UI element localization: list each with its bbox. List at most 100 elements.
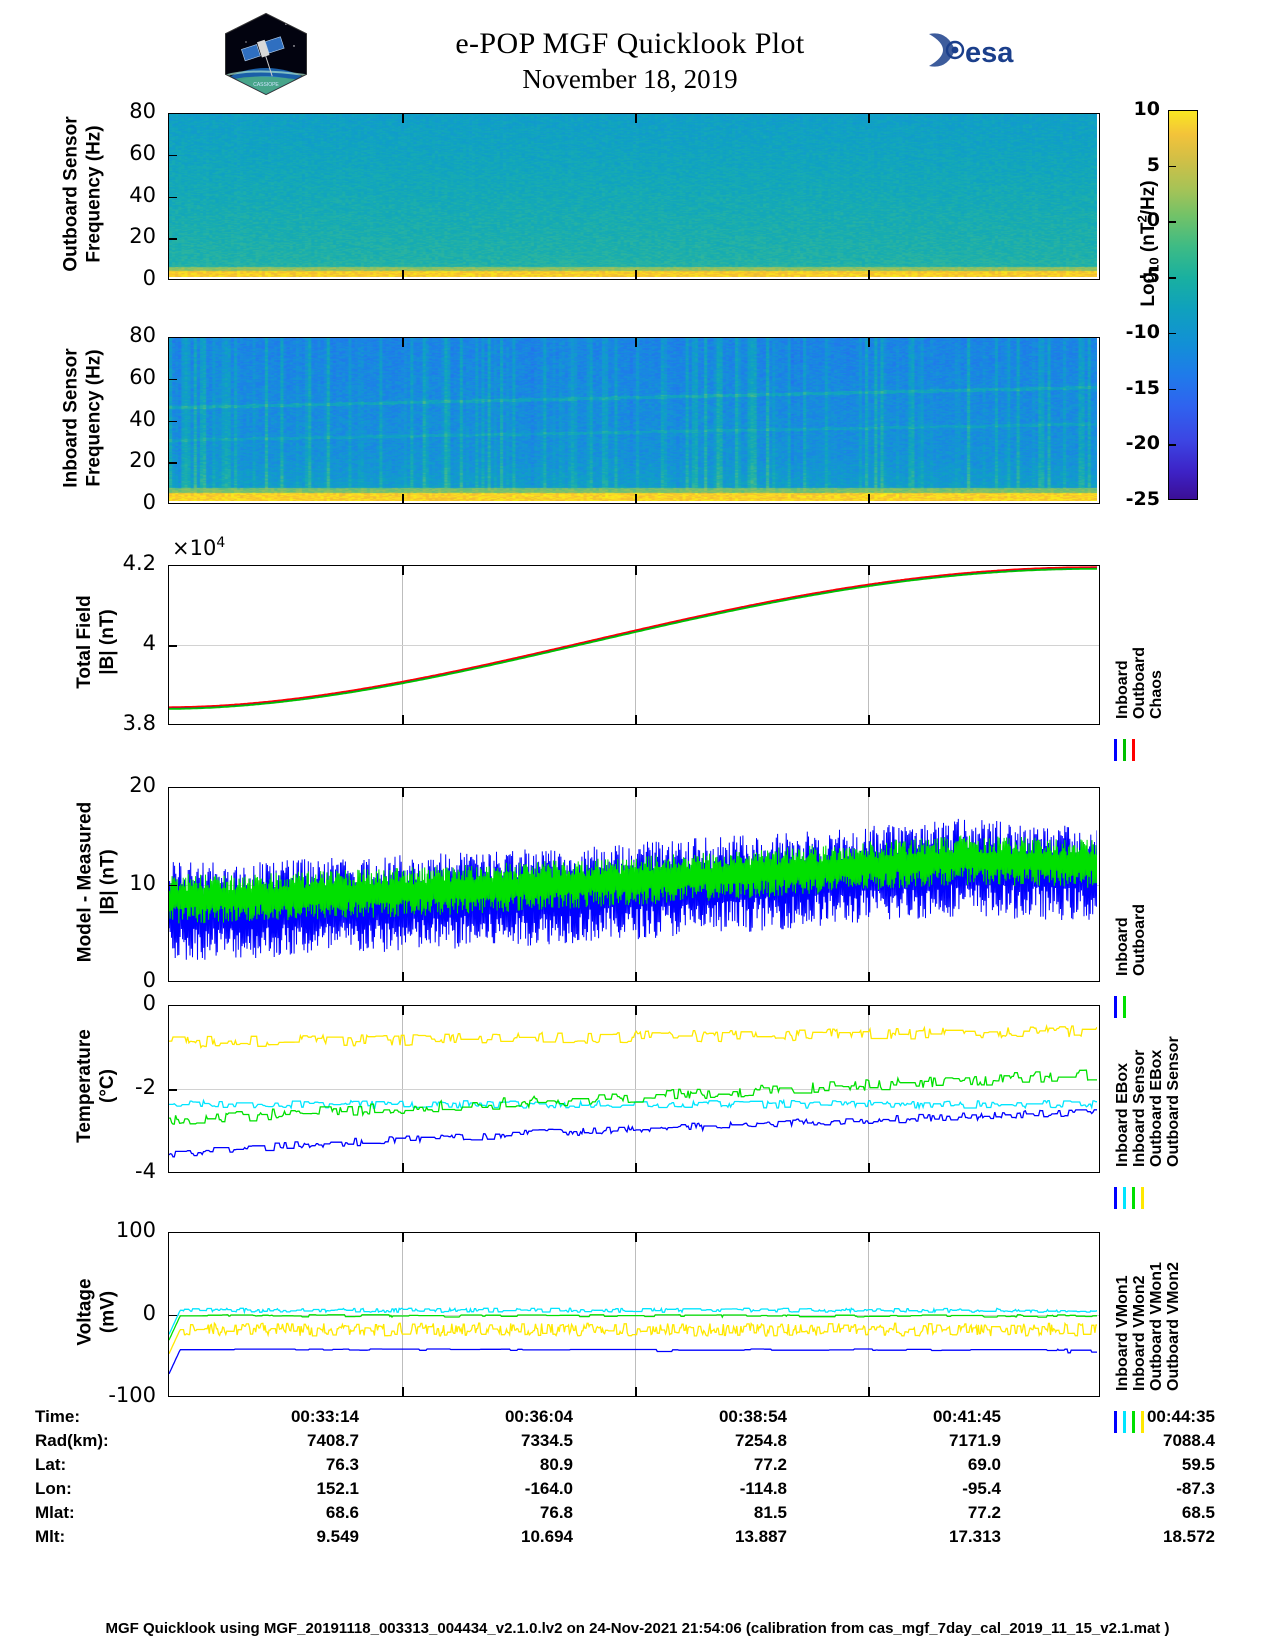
legend-swatch	[1114, 996, 1117, 1018]
colorbar-tick-mark	[1168, 221, 1176, 223]
x-tick-mark	[868, 494, 870, 503]
table-row-label: Lat:	[35, 1455, 67, 1474]
y-tick-label: 0	[142, 1300, 156, 1325]
x-tick-mark	[635, 1006, 637, 1015]
colorbar-tick-label: 0	[1146, 209, 1160, 232]
x-tick-mark	[868, 1163, 870, 1172]
x-tick-mark	[402, 1163, 404, 1172]
y-tick-label: 80	[129, 99, 156, 123]
voltage-traces	[169, 1306, 1097, 1375]
plot-outboard-spectrogram	[168, 113, 1100, 280]
table-cell: 68.5	[1181, 1503, 1215, 1522]
y-tick-mark	[168, 884, 177, 887]
svg-text:esa: esa	[965, 37, 1014, 69]
title-block: e-POP MGF Quicklook Plot November 18, 20…	[330, 26, 930, 96]
table-row: Lon: 152.1 -164.0 -114.8 -95.4 -87.3	[35, 1477, 1215, 1501]
y-tick-label: 20	[129, 448, 156, 473]
y-tick-label: 20	[129, 773, 156, 797]
colorbar-tick-label: -15	[1125, 376, 1160, 399]
table-cell: -87.3	[1176, 1479, 1215, 1498]
legend-label: Outboard VMon1	[1148, 1262, 1165, 1391]
legend-swatches	[1114, 1411, 1144, 1433]
colorbar	[1168, 110, 1198, 500]
colorbar-tick-label: 10	[1133, 98, 1160, 120]
data-series-line	[169, 1314, 1097, 1341]
colorbar-tick-mark	[1168, 277, 1176, 279]
table-cell: 00:33:14	[290, 1407, 359, 1426]
data-series-line	[169, 1023, 1097, 1049]
table-row: Time: 00:33:14 00:36:04 00:38:54 00:41:45 00:…	[35, 1405, 1215, 1429]
y-tick-label: 80	[129, 323, 156, 347]
colorbar-tick-label: -20	[1125, 432, 1160, 455]
y-tick-label: 0	[142, 490, 156, 514]
data-series-line	[169, 1321, 1097, 1355]
legend-swatch	[1114, 1411, 1117, 1433]
x-tick-mark	[635, 788, 637, 797]
inboard-spectrogram-canvas	[169, 338, 1097, 501]
data-series-line	[169, 566, 1097, 708]
legend-swatch	[1123, 1187, 1126, 1209]
y-gridline	[169, 1089, 1099, 1090]
x-tick-mark	[868, 1233, 870, 1242]
table-cell: 77.2	[967, 1503, 1001, 1522]
legend-label: Chaos	[1148, 670, 1165, 719]
x-tick-mark	[402, 1233, 404, 1242]
data-series-line	[169, 1069, 1097, 1125]
x-tick-mark	[635, 1387, 637, 1396]
legend-label: Outboard EBox	[1148, 1049, 1165, 1167]
y-axis-label: Total Field |B| (nT)	[74, 595, 118, 689]
colorbar-tick-label: -5	[1138, 265, 1160, 288]
x-tick-mark	[402, 715, 404, 724]
plot-model-minus-measured	[168, 787, 1100, 982]
x-tick-mark	[402, 494, 404, 503]
y-tick-label: -100	[108, 1383, 156, 1407]
y-tick-mark	[168, 462, 177, 464]
x-tick-mark	[402, 1006, 404, 1015]
table-row: Lat: 76.3 80.9 77.2 69.0 59.5	[35, 1453, 1215, 1477]
table-cell: 76.8	[539, 1503, 573, 1522]
svg-text:CASSIOPE: CASSIOPE	[253, 82, 279, 88]
x-tick-mark	[868, 566, 870, 575]
table-cell: 77.2	[753, 1455, 787, 1474]
data-series-line	[169, 567, 1097, 710]
y-tick-label: 40	[129, 406, 156, 431]
table-row-label: Rad(km):	[35, 1431, 109, 1450]
table-cell: 00:44:35	[1146, 1407, 1215, 1426]
y-tick-label: -4	[135, 1159, 156, 1183]
table-cell: 17.313	[949, 1527, 1001, 1546]
table-row-label: Mlat:	[35, 1503, 75, 1522]
colorbar-tick-mark	[1168, 444, 1176, 446]
y-tick-mark	[168, 238, 177, 240]
y-tick-label: -2	[135, 1075, 156, 1099]
x-tick-mark	[635, 494, 637, 503]
footer-provenance: MGF Quicklook using MGF_20191118_003313_…	[105, 1620, 1170, 1637]
legend-label: Inboard	[1114, 660, 1131, 719]
x-tick-mark	[402, 972, 404, 981]
x-tick-mark	[868, 715, 870, 724]
legend-swatch	[1141, 1187, 1144, 1209]
plot-voltage	[168, 1232, 1100, 1397]
x-tick-mark	[868, 114, 870, 123]
table-row-label: Mlt:	[35, 1527, 66, 1546]
y-tick-label: 60	[129, 364, 156, 389]
y-axis-label: Voltage (mV)	[74, 1277, 118, 1346]
x-tick-mark	[868, 338, 870, 347]
x-tick-mark	[635, 338, 637, 347]
y-tick-label: 10	[129, 870, 156, 895]
x-tick-mark	[402, 270, 404, 279]
colorbar-tick-mark	[1168, 165, 1176, 168]
legend-swatches	[1114, 1187, 1144, 1209]
y-axis-label: Outboard Sensor Frequency (Hz)	[60, 115, 104, 272]
plot-inboard-spectrogram	[168, 337, 1100, 504]
legend-swatch	[1123, 739, 1126, 761]
y-tick-label: 100	[115, 1218, 156, 1242]
legend-swatches	[1114, 739, 1135, 761]
y-gridline	[169, 645, 1099, 646]
ephemeris-table: Time: 00:33:14 00:36:04 00:38:54 00:41:45 00:…	[0, 1405, 1275, 1549]
table-cell: 7171.9	[949, 1431, 1001, 1450]
data-series-line	[169, 1348, 1097, 1375]
colorbar-tick-mark	[1168, 332, 1176, 335]
table-cell: 00:38:54	[718, 1407, 787, 1426]
y-tick-label: 3.8	[122, 711, 156, 735]
table-row: Mlat: 68.6 76.8 81.5 77.2 68.5	[35, 1501, 1215, 1525]
